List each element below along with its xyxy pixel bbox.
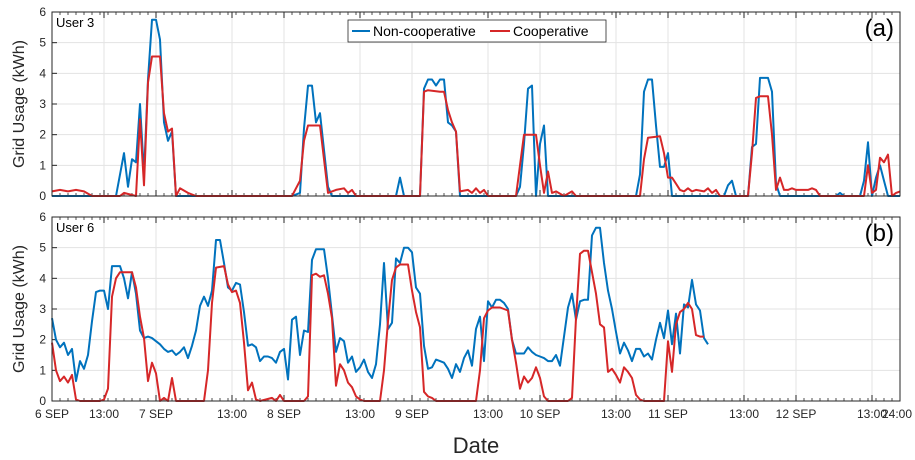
x-tick-label: 7 SEP [139, 407, 173, 421]
x-tick-label: 13:00 [729, 407, 759, 421]
series-line-non-cooperative [51, 226, 709, 383]
y-tick-label: 5 [39, 36, 46, 50]
y-tick-label: 6 [39, 210, 46, 224]
x-tick-label: 13:00 [857, 407, 887, 421]
panel-a-frame [51, 11, 901, 197]
panel-a-y-axis-title: Grid Usage (kWh) [11, 40, 28, 168]
y-tick-label: 0 [39, 394, 46, 408]
panel-b-grid [51, 216, 901, 402]
x-tick-label: 12 SEP [776, 407, 817, 421]
panel-a-user-title: User 3 [56, 15, 94, 30]
panel-b-y-ticks: 0 1 2 3 4 5 6 [39, 210, 57, 408]
x-axis-title: Date [453, 433, 499, 458]
x-tick-label: 10 SEP [520, 407, 561, 421]
panel-a-label: (a) [865, 15, 894, 42]
panel-b-frame [51, 216, 901, 402]
series-line-cooperative [51, 55, 901, 197]
panel-b-y-axis-title: Grid Usage (kWh) [11, 245, 28, 373]
x-tick-label: 6 SEP [35, 407, 69, 421]
series-line-non-cooperative [52, 18, 900, 197]
legend: Non-cooperative Cooperative [347, 19, 607, 43]
y-tick-label: 4 [39, 271, 46, 285]
y-tick-label: 1 [39, 363, 46, 377]
panel-a: 0 1 2 3 4 5 6 (a) User 3 Grid Usage (kWh) Non-… [11, 5, 901, 203]
y-tick-label: 3 [39, 302, 46, 316]
y-tick-label: 2 [39, 333, 46, 347]
x-tick-label: 8 SEP [267, 407, 301, 421]
panel-b: 0 1 2 3 4 5 6 (b) User 6 Grid Usage (kWh) 6 SE… [11, 210, 912, 458]
y-tick-label: 2 [39, 128, 46, 142]
x-tick-label: 13:00 [217, 407, 247, 421]
x-tick-label: 24:00 [882, 407, 912, 421]
panel-b-label: (b) [865, 220, 894, 247]
series-line-cooperative [51, 249, 704, 402]
x-tick-label: 13:00 [89, 407, 119, 421]
x-tick-label: 13:00 [601, 407, 631, 421]
y-tick-label: 1 [39, 158, 46, 172]
panel-b-series [51, 226, 709, 402]
x-tick-label: 13:00 [473, 407, 503, 421]
y-tick-label: 5 [39, 241, 46, 255]
x-tick-label: 11 SEP [648, 407, 688, 421]
x-tick-label: 13:00 [345, 407, 375, 421]
y-tick-label: 0 [39, 189, 46, 203]
x-tick-labels: 6 SEP 13:00 7 SEP 13:00 8 SEP 13:00 9 SEP 13:00… [35, 407, 912, 421]
legend-box [347, 19, 607, 43]
panel-a-grid [51, 11, 901, 197]
y-tick-label: 3 [39, 97, 46, 111]
y-tick-label: 6 [39, 5, 46, 19]
panel-a-series [51, 18, 901, 197]
y-tick-label: 4 [39, 66, 46, 80]
panel-a-y-ticks: 0 1 2 3 4 5 6 [39, 5, 57, 203]
legend-label-non-cooperative: Non-cooperative [373, 23, 476, 39]
x-tick-label: 9 SEP [395, 407, 429, 421]
legend-label-cooperative: Cooperative [513, 23, 589, 39]
panel-b-user-title: User 6 [56, 220, 94, 235]
